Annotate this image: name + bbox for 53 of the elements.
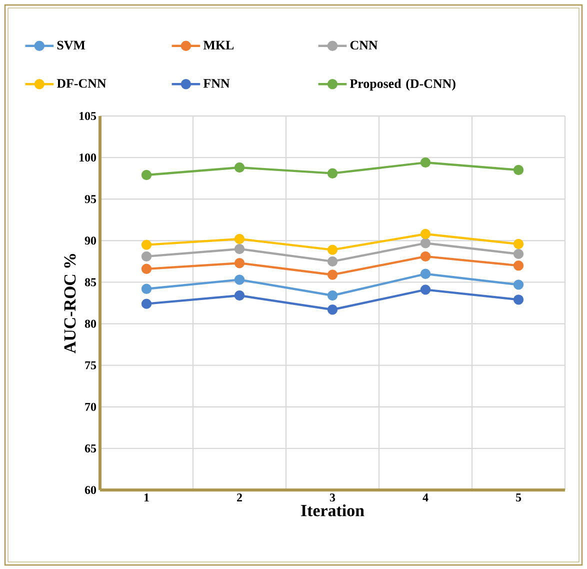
point bbox=[234, 244, 245, 254]
legend-label: MKL bbox=[203, 40, 234, 50]
y-axis-title: AUC-ROC % bbox=[64, 254, 76, 354]
point bbox=[327, 244, 338, 255]
x-tick-label: 4 bbox=[422, 494, 428, 502]
point bbox=[234, 258, 245, 268]
point bbox=[327, 168, 338, 178]
y-tick-label: 85 bbox=[84, 278, 96, 286]
y-tick-label: 95 bbox=[84, 195, 96, 204]
point bbox=[141, 240, 152, 250]
point bbox=[420, 157, 431, 168]
point bbox=[513, 280, 524, 290]
x-tick-label: 5 bbox=[516, 494, 522, 502]
point bbox=[234, 274, 245, 285]
point bbox=[141, 170, 152, 180]
y-tick-label: 100 bbox=[80, 154, 96, 162]
point bbox=[513, 248, 524, 260]
point bbox=[141, 284, 152, 294]
point bbox=[513, 260, 524, 271]
legend-label: DF-CNN bbox=[56, 79, 106, 88]
y-tick-label: 90 bbox=[84, 236, 96, 245]
point bbox=[420, 284, 431, 295]
x-tick-label: 1 bbox=[144, 494, 149, 502]
point bbox=[420, 268, 431, 279]
y-tick-label: 60 bbox=[84, 486, 96, 494]
legend-label: FNN bbox=[203, 79, 230, 88]
legend-label: CNN bbox=[350, 40, 378, 50]
point bbox=[234, 290, 245, 301]
y-tick-label: 80 bbox=[84, 320, 96, 328]
y-tick-label: 70 bbox=[85, 402, 96, 411]
x-tick-label: 3 bbox=[330, 494, 336, 502]
point bbox=[141, 264, 152, 274]
point bbox=[420, 251, 431, 262]
y-tick-label: 105 bbox=[80, 112, 96, 120]
point bbox=[141, 298, 152, 309]
point bbox=[234, 234, 245, 244]
y-tick-label: 65 bbox=[84, 444, 96, 452]
point bbox=[513, 238, 524, 250]
point bbox=[327, 304, 338, 315]
point bbox=[234, 162, 245, 173]
point bbox=[327, 256, 338, 267]
point bbox=[141, 251, 152, 262]
point bbox=[327, 290, 338, 301]
legend-label: SVM bbox=[57, 40, 86, 50]
point bbox=[420, 238, 431, 248]
point bbox=[420, 228, 431, 240]
y-tick-label: 75 bbox=[85, 361, 96, 370]
x-axis-title: Iteration bbox=[301, 504, 364, 516]
point bbox=[513, 294, 524, 305]
point bbox=[513, 164, 524, 176]
legend-label: Proposed (D-CNN) bbox=[350, 78, 456, 91]
x-tick-label: 2 bbox=[237, 494, 242, 502]
point bbox=[327, 270, 338, 280]
